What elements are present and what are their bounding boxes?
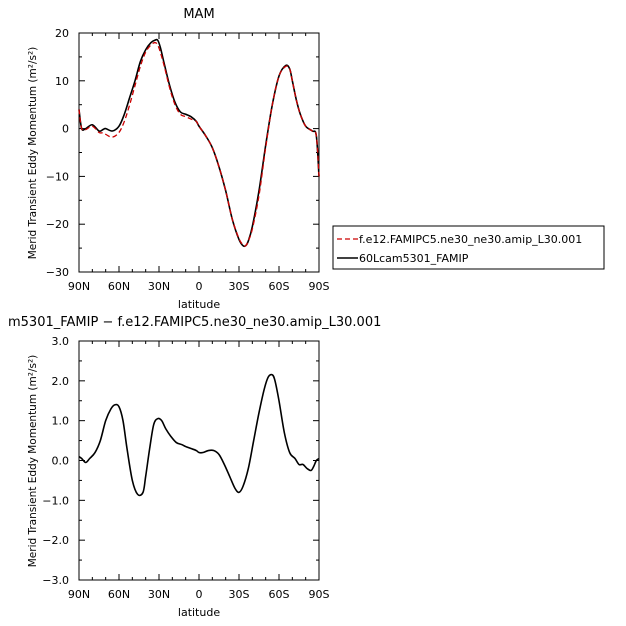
y-tick-label: 3.0 [52,335,70,348]
y-tick-label: 0 [62,123,69,136]
y-tick-label: −1.0 [42,494,69,507]
top-panel-series [78,38,320,248]
series-line-0 [78,373,320,497]
y-tick-label: −30 [46,266,69,279]
top-panel-ticks: 90N 60N 30N 0 30S 60S 90S 20 10 0 −10 −20 −30 [46,27,330,293]
series-line-1 [78,38,320,248]
x-tick-label: 0 [196,280,203,293]
x-tick-label: 60S [269,280,290,293]
bottom-panel-ticks: 90N 60N 30N 0 30S 60S 90S 3.0 2.0 1.0 0.0 −1.0 −2.0 −… [42,335,329,601]
x-tick-label: 30N [148,588,170,601]
y-tick-label: 10 [55,75,69,88]
legend-label-experiment: 60Lcam5301_FAMIP [359,252,469,265]
legend-label-control: f.e12.FAMIPC5.ne30_ne30.amip_L30.001 [359,233,582,246]
y-tick-label: −20 [46,218,69,231]
bottom-panel-x-axis-label: latitude [178,606,220,619]
x-tick-label: 30S [229,588,250,601]
x-tick-label: 30N [148,280,170,293]
x-tick-label: 60N [108,280,130,293]
y-tick-label: 0.0 [52,455,70,468]
bottom-panel-y-axis-label: Merid Transient Eddy Momentum (m²/s²) [27,355,39,568]
top-panel-x-axis-label: latitude [178,298,220,311]
x-tick-label: 90S [309,280,330,293]
bottom-panel-title: m5301_FAMIP − f.e12.FAMIPC5.ne30_ne30.am… [8,315,381,330]
top-panel-title: MAM [183,7,214,22]
x-tick-label: 90S [309,588,330,601]
y-tick-label: −2.0 [42,534,69,547]
y-tick-label: 2.0 [52,375,70,388]
bottom-panel-frame [78,340,320,581]
y-tick-label: −3.0 [42,574,69,587]
legend-box [332,225,605,270]
top-panel: MAM Merid Transient Eddy Momentum (m²/s²… [27,7,330,311]
series-line-0 [78,41,320,247]
top-panel-y-axis-label: Merid Transient Eddy Momentum (m²/s²) [27,47,39,260]
x-tick-label: 90N [68,280,90,293]
legend: f.e12.FAMIPC5.ne30_ne30.amip_L30.001 60L… [332,225,605,270]
y-tick-label: 1.0 [52,415,70,428]
x-tick-label: 90N [68,588,90,601]
y-tick-label: −10 [46,170,69,183]
y-tick-label: 20 [55,27,69,40]
x-tick-label: 0 [196,588,203,601]
bottom-panel: m5301_FAMIP − f.e12.FAMIPC5.ne30_ne30.am… [8,315,381,619]
x-tick-label: 60N [108,588,130,601]
x-tick-label: 30S [229,280,250,293]
x-tick-label: 60S [269,588,290,601]
bottom-panel-series [78,373,320,497]
